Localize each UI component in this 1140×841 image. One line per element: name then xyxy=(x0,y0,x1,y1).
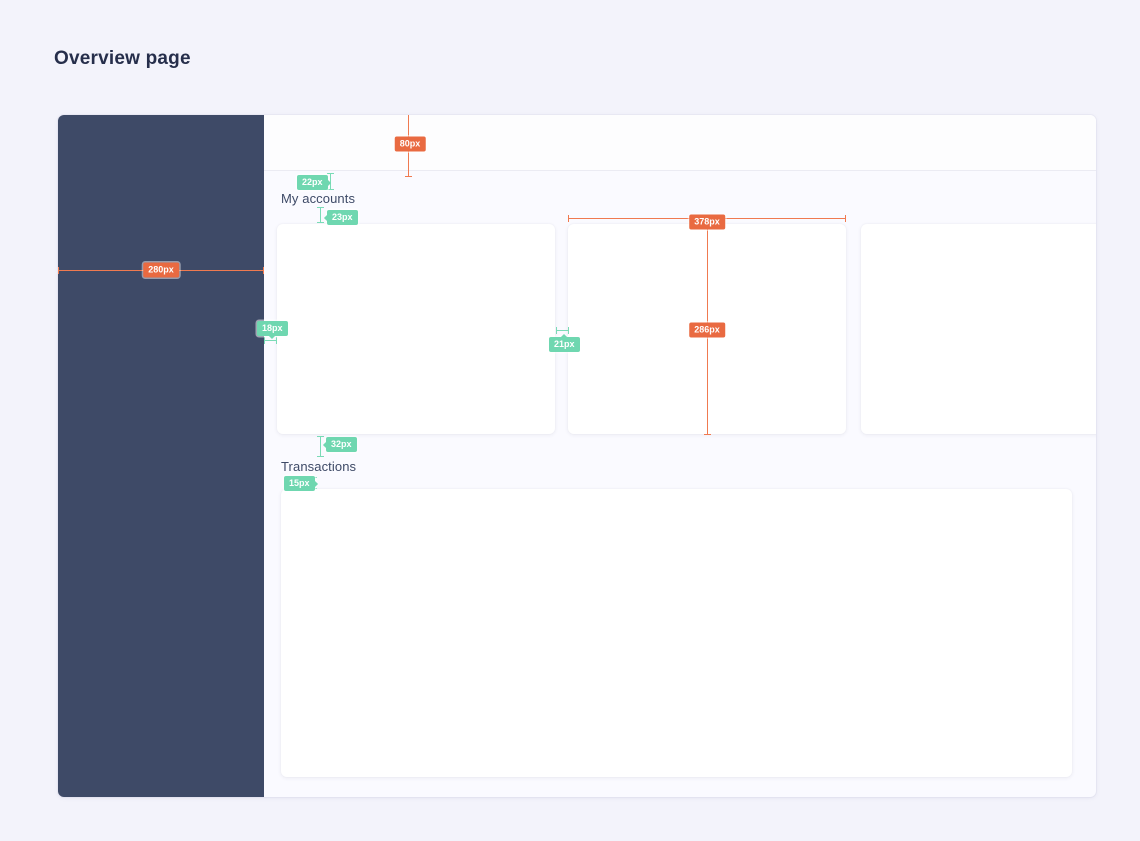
section-label-my-accounts: My accounts xyxy=(281,191,356,206)
page-title: Overview page xyxy=(54,48,191,69)
measurement-tick xyxy=(317,436,324,457)
measurement-badge: 15px xyxy=(284,476,315,491)
mockup-frame: My accounts Transactions 80px 280px 378p… xyxy=(58,115,1096,797)
measurement-tick xyxy=(264,337,277,344)
measurement-badge: 22px xyxy=(297,175,328,190)
measurement-badge: 280px xyxy=(143,262,179,278)
section-label-transactions: Transactions xyxy=(281,459,357,474)
measurement-tick xyxy=(556,327,569,334)
account-card-placeholder xyxy=(861,224,1096,434)
measurement-badge: 23px xyxy=(327,210,358,225)
measurement-badge: 286px xyxy=(689,322,725,338)
measurement-tick xyxy=(317,207,324,223)
measurement-badge: 80px xyxy=(394,136,426,152)
measurement-badge: 18px xyxy=(257,321,288,336)
measurement-badge: 32px xyxy=(326,437,357,452)
top-bar-placeholder xyxy=(264,115,1096,171)
transactions-panel-placeholder xyxy=(281,489,1072,777)
measurement-badge: 21px xyxy=(549,337,580,352)
account-card-placeholder xyxy=(277,224,555,434)
sidebar-placeholder xyxy=(58,115,264,797)
measurement-badge: 378px xyxy=(689,214,725,230)
